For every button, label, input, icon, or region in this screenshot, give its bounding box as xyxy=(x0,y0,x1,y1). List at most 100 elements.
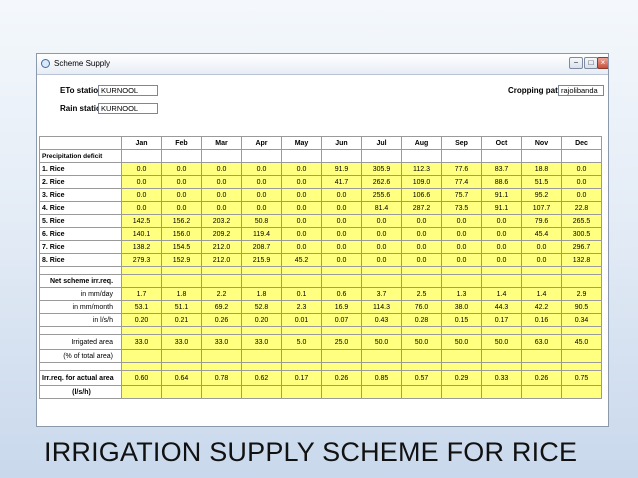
blank-cell xyxy=(241,362,282,371)
data-cell: 0.0 xyxy=(321,201,362,215)
data-cell: 0.21 xyxy=(161,313,202,327)
data-cell: 114.3 xyxy=(361,300,402,314)
data-cell: 0.0 xyxy=(201,201,242,215)
data-cell: 0.0 xyxy=(321,214,362,228)
rain-station-field[interactable]: KURNOOL xyxy=(98,103,158,114)
data-cell: 1.3 xyxy=(441,287,482,301)
data-cell: 0.0 xyxy=(481,240,522,254)
data-cell: 91.1 xyxy=(481,201,522,215)
scheme-supply-window: Scheme Supply − □ × ETo station KURNOOL … xyxy=(36,53,609,427)
blank-cell xyxy=(161,149,202,163)
blank-cell xyxy=(521,149,562,163)
data-cell: 52.8 xyxy=(241,300,282,314)
blank-cell xyxy=(321,149,362,163)
data-cell: 33.0 xyxy=(121,334,162,350)
header-corner xyxy=(39,136,122,150)
blank-cell xyxy=(561,362,602,371)
data-cell: 112.3 xyxy=(401,162,442,176)
cropping-pattern-field[interactable]: rajolibanda xyxy=(558,85,604,96)
blank-cell xyxy=(441,274,482,288)
blank-cell xyxy=(401,266,442,275)
data-cell: 0.0 xyxy=(361,227,402,241)
data-cell: 0.0 xyxy=(121,162,162,176)
blank-cell xyxy=(521,274,562,288)
blank-cell xyxy=(201,385,242,399)
blank-cell xyxy=(441,349,482,363)
data-cell: 0.29 xyxy=(441,370,482,386)
data-cell: 119.4 xyxy=(241,227,282,241)
data-cell: 0.0 xyxy=(241,162,282,176)
blank-cell xyxy=(321,326,362,335)
data-cell: 77.4 xyxy=(441,175,482,189)
rice-row-label: 1. Rice xyxy=(39,162,122,176)
data-cell: 16.9 xyxy=(321,300,362,314)
supply-table: Jan Feb Mar Apr May Jun Jul Aug Sep Oct Nov Dec Prec… xyxy=(39,136,602,399)
blank-cell xyxy=(201,266,242,275)
data-cell: 5.0 xyxy=(281,334,322,350)
blank-cell xyxy=(201,274,242,288)
maximize-button[interactable]: □ xyxy=(584,57,598,69)
blank-cell xyxy=(241,326,282,335)
blank-cell xyxy=(121,362,162,371)
cropping-pattern-label: Cropping pattern xyxy=(508,86,573,95)
blank-cell xyxy=(121,385,162,399)
blank-cell xyxy=(401,362,442,371)
data-cell: 83.7 xyxy=(481,162,522,176)
data-cell: 140.1 xyxy=(121,227,162,241)
table-row xyxy=(39,326,602,335)
data-cell: 0.0 xyxy=(481,227,522,241)
data-cell: 300.5 xyxy=(561,227,602,241)
blank-cell xyxy=(441,385,482,399)
data-cell: 33.0 xyxy=(201,334,242,350)
eto-station-field[interactable]: KURNOOL xyxy=(98,85,158,96)
data-cell: 75.7 xyxy=(441,188,482,202)
data-cell: 2.9 xyxy=(561,287,602,301)
blank-cell xyxy=(201,349,242,363)
blank-cell xyxy=(481,274,522,288)
blank-cell xyxy=(441,149,482,163)
data-cell: 2.3 xyxy=(281,300,322,314)
data-cell: 0.0 xyxy=(281,240,322,254)
blank-cell xyxy=(361,385,402,399)
app-icon xyxy=(41,59,50,68)
data-cell: 142.5 xyxy=(121,214,162,228)
data-cell: 0.0 xyxy=(401,214,442,228)
blank-cell xyxy=(441,326,482,335)
data-cell: 50.8 xyxy=(241,214,282,228)
data-cell: 51.1 xyxy=(161,300,202,314)
data-cell: 154.5 xyxy=(161,240,202,254)
blank-cell xyxy=(321,274,362,288)
data-cell: 45.2 xyxy=(281,253,322,267)
data-cell: 279.3 xyxy=(121,253,162,267)
data-cell: 0.0 xyxy=(441,227,482,241)
blank-cell xyxy=(441,362,482,371)
station-fields: ETo station KURNOOL Rain station KURNOOL… xyxy=(37,75,608,135)
data-cell: 0.0 xyxy=(241,175,282,189)
data-cell: 0.78 xyxy=(201,370,242,386)
data-cell: 73.5 xyxy=(441,201,482,215)
data-cell: 0.0 xyxy=(441,240,482,254)
blank-cell xyxy=(161,266,202,275)
blank-cell xyxy=(481,385,522,399)
data-cell: 296.7 xyxy=(561,240,602,254)
blank-cell xyxy=(521,362,562,371)
close-button[interactable]: × xyxy=(597,57,608,69)
data-cell: 63.0 xyxy=(521,334,562,350)
table-row xyxy=(39,362,602,371)
data-cell: 0.85 xyxy=(361,370,402,386)
minimize-button[interactable]: − xyxy=(569,57,583,69)
blank-cell xyxy=(481,266,522,275)
data-cell: 95.2 xyxy=(521,188,562,202)
blank-cell xyxy=(201,149,242,163)
month-header: May xyxy=(281,136,322,150)
blank-cell xyxy=(521,349,562,363)
table-row: 4. Rice 0.0 0.0 0.0 0.0 0.0 0.0 81.4 287.2 73.5 91… xyxy=(39,201,602,215)
precip-deficit-label: Precipitation deficit xyxy=(39,149,122,163)
blank-cell xyxy=(321,385,362,399)
blank-cell xyxy=(481,149,522,163)
table-row: 6. Rice 140.1 156.0 209.2 119.4 0.0 0.0 0.0 0.0 0… xyxy=(39,227,602,241)
blank-cell xyxy=(121,349,162,363)
table-row: 5. Rice 142.5 156.2 203.2 50.8 0.0 0.0 0.0 0.0 0.… xyxy=(39,214,602,228)
data-cell: 0.17 xyxy=(481,313,522,327)
blank-cell xyxy=(281,349,322,363)
